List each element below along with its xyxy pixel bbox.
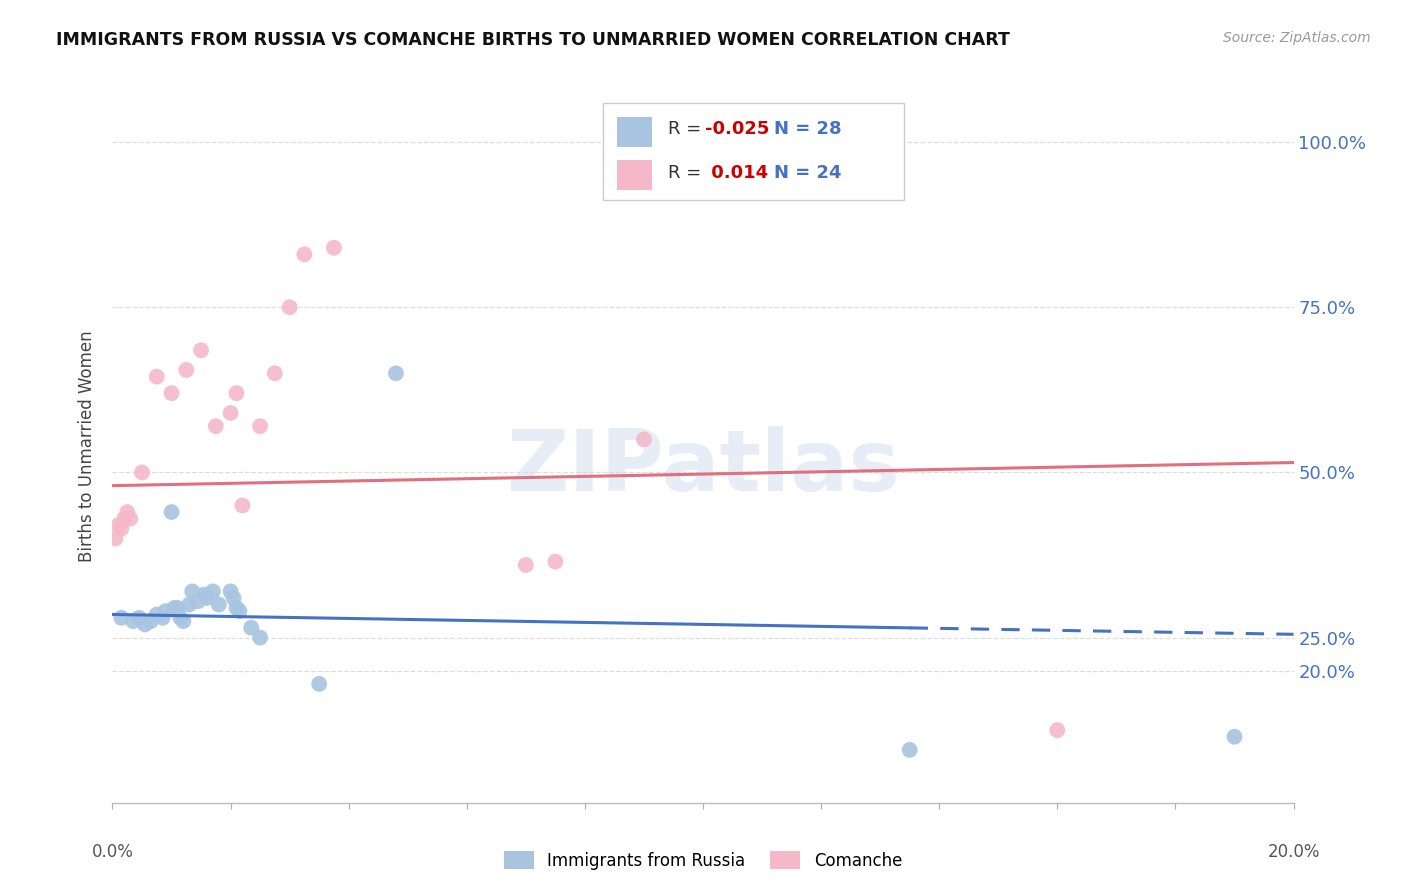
Bar xyxy=(617,117,652,147)
Point xyxy=(152,611,174,625)
Point xyxy=(225,600,247,615)
Text: R =: R = xyxy=(668,120,707,137)
Point xyxy=(292,247,315,261)
Point xyxy=(1223,730,1246,744)
Point xyxy=(898,743,921,757)
Point xyxy=(222,591,245,605)
Point xyxy=(193,588,215,602)
Point xyxy=(131,466,153,480)
Point xyxy=(134,617,156,632)
Point xyxy=(160,386,183,401)
Point xyxy=(264,367,287,381)
Point xyxy=(155,604,177,618)
Legend: Immigrants from Russia, Comanche: Immigrants from Russia, Comanche xyxy=(498,845,908,877)
Point xyxy=(240,621,263,635)
Point xyxy=(219,406,242,420)
Point xyxy=(112,511,135,525)
Text: IMMIGRANTS FROM RUSSIA VS COMANCHE BIRTHS TO UNMARRIED WOMEN CORRELATION CHART: IMMIGRANTS FROM RUSSIA VS COMANCHE BIRTH… xyxy=(56,31,1010,49)
Point xyxy=(128,611,150,625)
Point xyxy=(110,522,132,536)
Point xyxy=(122,614,145,628)
Point xyxy=(172,614,194,628)
Point xyxy=(231,499,253,513)
Text: -0.025: -0.025 xyxy=(706,120,769,137)
Text: N = 28: N = 28 xyxy=(773,120,841,137)
Text: Source: ZipAtlas.com: Source: ZipAtlas.com xyxy=(1223,31,1371,45)
Point xyxy=(110,611,132,625)
Point xyxy=(228,604,250,618)
Point xyxy=(544,555,567,569)
Text: ZIPatlas: ZIPatlas xyxy=(506,425,900,509)
Point xyxy=(174,363,197,377)
Text: 0.014: 0.014 xyxy=(706,164,769,182)
Point xyxy=(187,594,209,608)
Point xyxy=(195,591,218,605)
Bar xyxy=(617,161,652,190)
Text: N = 24: N = 24 xyxy=(773,164,841,182)
Point xyxy=(249,419,271,434)
Y-axis label: Births to Unmarried Women: Births to Unmarried Women xyxy=(77,330,96,562)
Point xyxy=(179,598,201,612)
Point xyxy=(117,505,138,519)
Text: R =: R = xyxy=(668,164,707,182)
Point xyxy=(163,600,186,615)
Point xyxy=(515,558,537,572)
Point xyxy=(219,584,242,599)
Point xyxy=(146,607,169,622)
Point xyxy=(146,369,169,384)
Point xyxy=(181,584,204,599)
Point xyxy=(120,511,142,525)
Point xyxy=(190,343,212,358)
Point xyxy=(308,677,330,691)
Text: 0.0%: 0.0% xyxy=(91,843,134,861)
Point xyxy=(201,584,224,599)
Point xyxy=(208,598,231,612)
Text: 20.0%: 20.0% xyxy=(1267,843,1320,861)
Bar xyxy=(603,103,904,200)
Point xyxy=(160,505,183,519)
Point xyxy=(107,518,129,533)
Point xyxy=(278,300,301,314)
Point xyxy=(1046,723,1069,738)
Point xyxy=(166,600,188,615)
Point xyxy=(249,631,271,645)
Point xyxy=(169,611,191,625)
Point xyxy=(385,367,408,381)
Point xyxy=(139,614,162,628)
Point xyxy=(104,532,127,546)
Point xyxy=(205,419,228,434)
Point xyxy=(225,386,247,401)
Point xyxy=(323,241,346,255)
Point xyxy=(633,433,655,447)
